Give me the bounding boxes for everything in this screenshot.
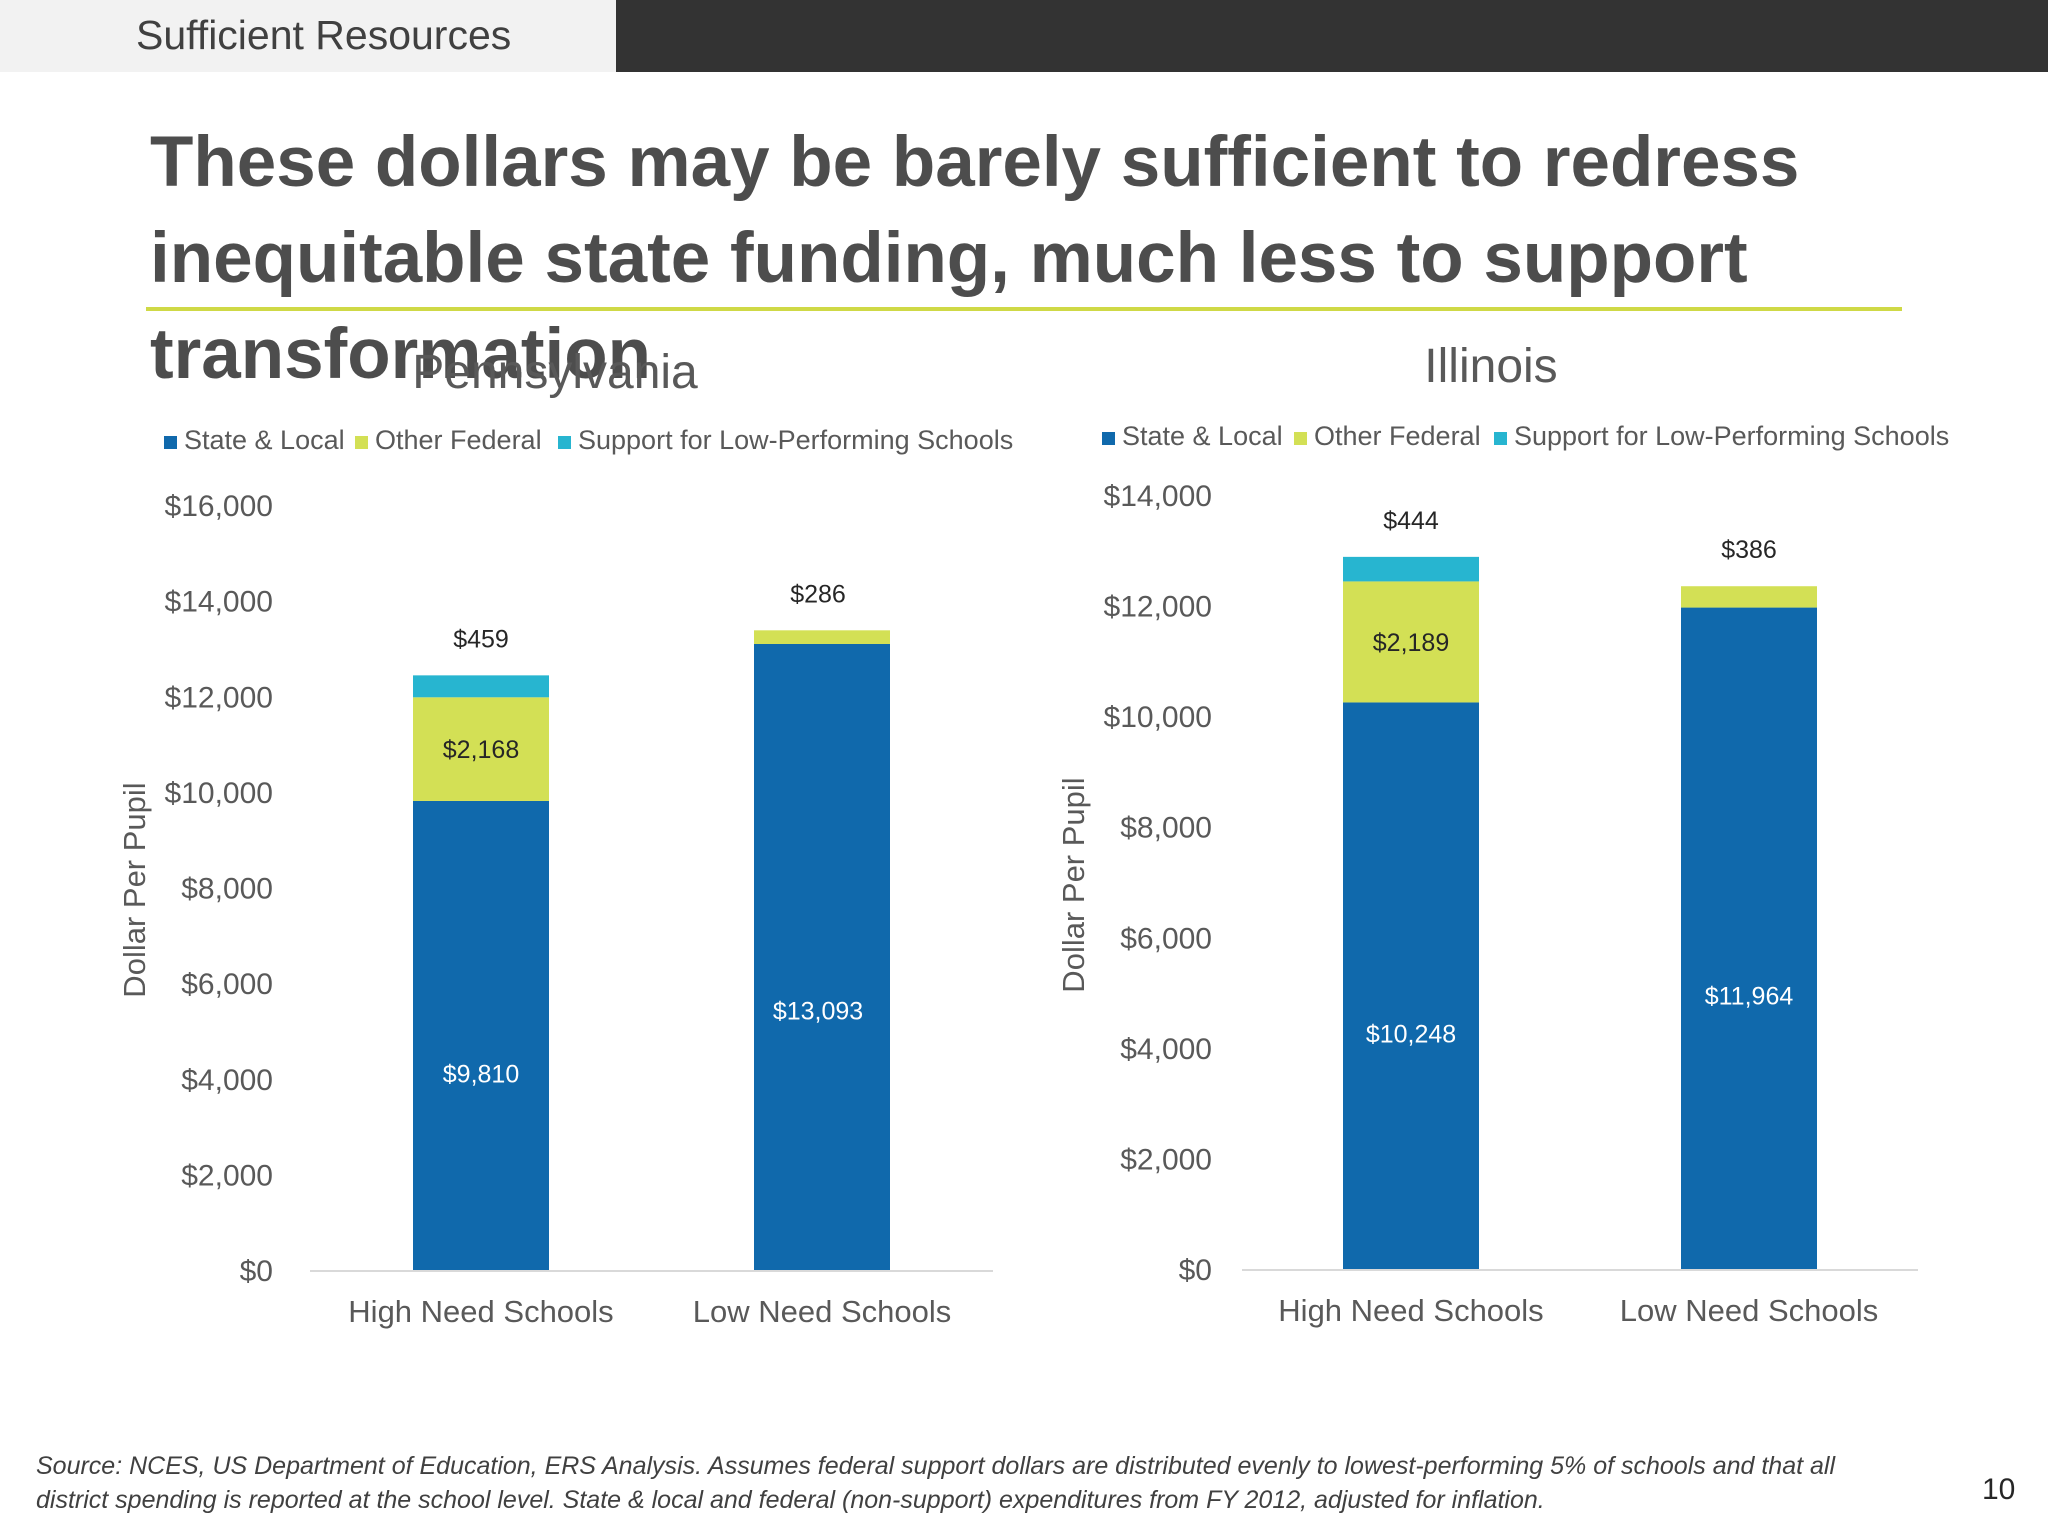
y-tick-label: $14,000 [165,586,273,619]
y-tick-label: $2,000 [181,1159,273,1192]
chart-title: Pennsylvania [412,346,698,399]
x-tick-label: Low Need Schools [1620,1293,1879,1328]
y-tick-label: $12,000 [165,681,273,714]
data-label: $13,093 [773,998,863,1026]
y-tick-label: $6,000 [181,968,273,1001]
legend-label: Other Federal [375,425,542,455]
headline-underline [146,307,1902,311]
bar-other-federal [754,630,890,644]
bar-support [413,675,549,698]
bar-state-local [1681,607,1817,1269]
y-tick-label: $14,000 [1104,480,1212,513]
bar-other-federal [1343,581,1479,703]
y-tick-label: $2,000 [1120,1143,1212,1176]
legend-swatch [164,436,177,449]
legend-swatch [1102,432,1115,445]
y-tick-label: $6,000 [1120,922,1212,955]
y-tick-label: $0 [240,1255,273,1288]
slide-headline: These dollars may be barely sufficient t… [150,123,1800,394]
y-tick-label: $8,000 [181,873,273,906]
data-label: $444 [1383,507,1439,535]
bar-other-federal [413,697,549,801]
source-note: Source: NCES, US Department of Education… [36,1452,1836,1514]
y-tick-label: $10,000 [1104,701,1212,734]
legend-swatch [558,436,571,449]
y-tick-label: $4,000 [181,1064,273,1097]
legend-label: Other Federal [1314,421,1481,451]
y-tick-label: $10,000 [165,777,273,810]
x-tick-label: Low Need Schools [693,1294,952,1329]
bar-other-federal [1681,586,1817,608]
y-axis-label: Dollar Per Pupil [117,782,152,997]
chart-illinois: Illinois State & Local Other Federal Suppor… [1056,340,1949,1328]
page-number: 10 [1982,1473,2016,1506]
y-tick-label: $8,000 [1120,812,1212,845]
section-tab: Sufficient Resources [0,0,616,72]
bar-state-local [413,800,549,1270]
data-label: $11,964 [1705,982,1794,1010]
y-tick-label: $0 [1179,1254,1212,1287]
bar-state-local [1343,702,1479,1269]
legend-swatch [1494,432,1507,445]
bar-support [1343,556,1479,582]
legend-label: State & Local [1122,421,1283,451]
data-label: $2,168 [443,736,519,764]
x-tick-label: High Need Schools [348,1294,613,1329]
legend-label: State & Local [184,425,345,455]
data-label: $459 [453,625,509,653]
data-label: $2,189 [1373,629,1449,657]
data-label: $10,248 [1366,1020,1456,1048]
bar-state-local [754,643,890,1270]
y-tick-label: $16,000 [165,490,273,523]
legend-swatch [1294,432,1307,445]
legend-swatch [355,436,368,449]
y-tick-label: $4,000 [1120,1033,1212,1066]
data-label: $386 [1721,536,1777,564]
chart-title: Illinois [1424,340,1557,393]
legend-label: Support for Low-Performing Schools [578,425,1013,455]
chart-pennsylvania: Pennsylvania State & Local Other Federal Su… [117,346,1013,1329]
x-tick-label: High Need Schools [1278,1293,1543,1328]
y-axis-label: Dollar Per Pupil [1056,777,1091,992]
data-label: $286 [790,580,846,608]
section-tab-label: Sufficient Resources [136,12,512,58]
y-tick-label: $12,000 [1104,591,1212,624]
legend-label: Support for Low-Performing Schools [1514,421,1949,451]
data-label: $9,810 [443,1060,519,1088]
